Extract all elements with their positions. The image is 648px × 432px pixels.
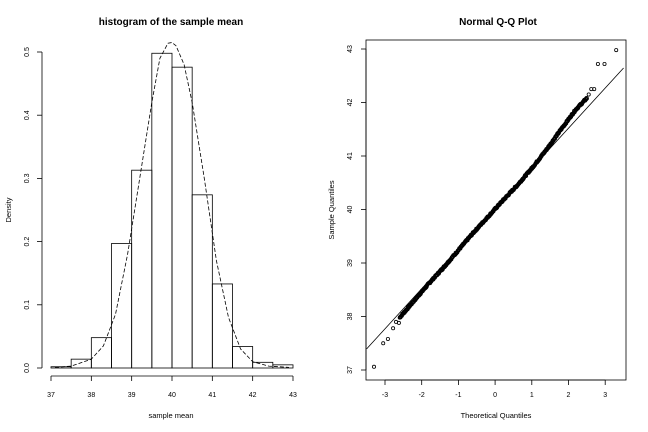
density-curve xyxy=(54,42,290,368)
qq-x-tick-label: 3 xyxy=(603,392,607,399)
histogram-bar xyxy=(111,243,133,369)
histogram-title: histogram of the sample mean xyxy=(99,17,243,28)
histogram-x-label: sample mean xyxy=(148,411,193,420)
qq-y-tick-label: 42 xyxy=(347,99,354,107)
histogram-x-tick-label: 39 xyxy=(128,392,136,399)
qq-axes: -3 -2 -1 0 1 2 3 37 38 39 40 41 42 43 xyxy=(347,45,607,399)
histogram-x-tick-label: 40 xyxy=(168,392,176,399)
qq-x-tick-label: -3 xyxy=(382,392,388,399)
histogram-y-tick-label: 0.4 xyxy=(24,110,31,120)
histogram-x-tick-label: 42 xyxy=(249,392,257,399)
qq-x-tick-label: -2 xyxy=(419,392,425,399)
histogram-bar xyxy=(272,364,294,369)
histogram-x-tick-label: 43 xyxy=(289,392,297,399)
histogram-bar xyxy=(131,169,153,369)
qq-y-tick-label: 40 xyxy=(347,206,354,214)
qq-panel: Normal Q-Q Plot Theoretical Quantiles Sa… xyxy=(327,17,627,420)
qq-y-tick-label: 37 xyxy=(347,366,354,374)
qq-x-tick-label: -1 xyxy=(455,392,461,399)
qq-point xyxy=(381,341,386,346)
histogram-bar xyxy=(151,52,173,369)
histogram-bar xyxy=(191,194,213,369)
qq-x-label: Theoretical Quantiles xyxy=(461,411,532,420)
histogram-bar xyxy=(211,283,233,369)
qq-y-tick-label: 43 xyxy=(347,45,354,53)
qq-y-tick-label: 41 xyxy=(347,152,354,160)
qq-x-tick-label: 1 xyxy=(530,392,534,399)
histogram-x-tick-label: 41 xyxy=(208,392,216,399)
histogram-bar xyxy=(90,337,112,369)
qq-points xyxy=(371,48,619,369)
histogram-axes: 37 38 39 40 41 42 43 0.0 0.1 0.2 0.3 0.4 0.5 xyxy=(24,47,297,399)
histogram-x-tick-label: 37 xyxy=(47,392,55,399)
qq-y-tick-label: 38 xyxy=(347,313,354,321)
histogram-panel: histogram of the sample mean sample mean… xyxy=(4,17,297,420)
qq-point xyxy=(602,62,607,67)
histogram-y-tick-label: 0.5 xyxy=(24,47,31,57)
histogram-bar xyxy=(171,66,193,369)
qq-point xyxy=(396,320,401,325)
qq-point xyxy=(595,62,600,67)
qq-point xyxy=(614,48,619,53)
histogram-bars xyxy=(50,52,294,369)
qq-y-label: Sample Quantiles xyxy=(327,180,336,239)
qq-point xyxy=(584,96,589,101)
qq-point xyxy=(592,87,597,92)
histogram-bar xyxy=(232,346,254,369)
histogram-bar xyxy=(252,361,274,369)
qq-title: Normal Q-Q Plot xyxy=(459,17,537,28)
histogram-y-label: Density xyxy=(4,197,13,222)
qq-point xyxy=(371,364,376,369)
qq-point xyxy=(586,92,591,97)
qq-x-tick-label: 0 xyxy=(493,392,497,399)
histogram-y-tick-label: 0.0 xyxy=(24,363,31,373)
qq-point xyxy=(385,336,390,341)
qq-y-tick-label: 39 xyxy=(347,259,354,267)
histogram-x-tick-label: 38 xyxy=(87,392,95,399)
histogram-y-tick-label: 0.1 xyxy=(24,300,31,310)
qq-x-tick-label: 2 xyxy=(567,392,571,399)
histogram-y-tick-label: 0.2 xyxy=(24,237,31,247)
histogram-bar xyxy=(70,358,92,369)
histogram-y-tick-label: 0.3 xyxy=(24,173,31,183)
qq-point xyxy=(391,326,396,331)
